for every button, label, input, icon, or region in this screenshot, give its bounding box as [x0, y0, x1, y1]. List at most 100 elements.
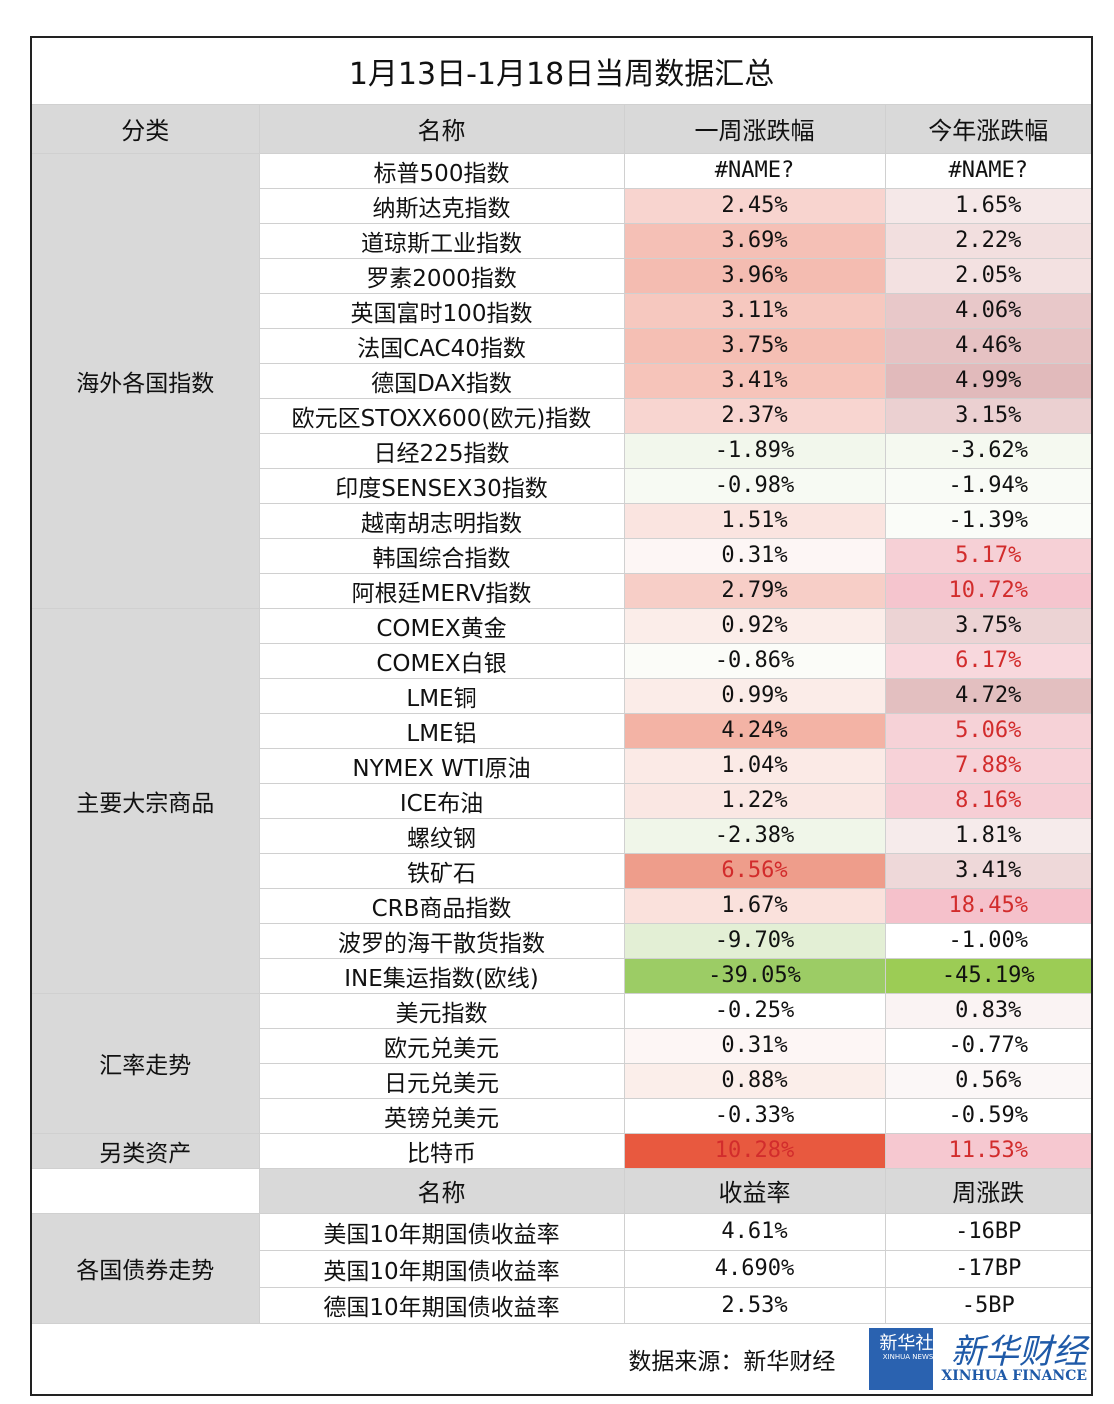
ytd-change: -45.19% [884, 957, 1093, 994]
item-name: COMEX黄金 [258, 607, 625, 644]
table-row: 印度SENSEX30指数 -0.98% -1.94% [31, 467, 1093, 504]
item-name: 比特币 [258, 1132, 625, 1169]
weekly-change: -1.89% [623, 432, 886, 469]
item-name: 日元兑美元 [258, 1062, 625, 1099]
weekly-change: 3.11% [623, 292, 886, 329]
bond-yield: 2.53% [623, 1286, 886, 1324]
table-row: 日经225指数 -1.89% -3.62% [31, 432, 1093, 469]
ytd-change: 4.72% [884, 677, 1093, 714]
table-row: 分类 名称 一周涨跌幅 今年涨跌幅 [30, 103, 1093, 154]
weekly-change: 1.22% [623, 782, 886, 819]
item-name: 标普500指数 [258, 152, 625, 189]
table-row: 日元兑美元 0.88% 0.56% [31, 1062, 1093, 1099]
ytd-change: -1.39% [884, 502, 1093, 539]
bond-name: 美国10年期国债收益率 [258, 1212, 625, 1251]
weekly-change: -0.86% [623, 642, 886, 679]
ytd-change: 1.65% [884, 187, 1093, 224]
bond-change: -16BP [884, 1212, 1093, 1251]
ytd-change: 5.06% [884, 712, 1093, 749]
bond-name: 德国10年期国债收益率 [258, 1286, 625, 1324]
ytd-change: 2.05% [884, 257, 1093, 294]
table-row: 另类资产 比特币 10.28% 11.53% [30, 1132, 1093, 1169]
ytd-change: -3.62% [884, 432, 1093, 469]
table-row: 主要大宗商品 COMEX黄金 0.92% 3.75% [30, 607, 1093, 994]
table-row: LME铝 4.24% 5.06% [31, 712, 1093, 749]
item-name: COMEX白银 [258, 642, 625, 679]
ytd-change: 6.17% [884, 642, 1093, 679]
weekly-change: 0.31% [623, 537, 886, 574]
ytd-change: 10.72% [884, 572, 1093, 609]
item-name: 英国富时100指数 [258, 292, 625, 329]
weekly-change: -0.25% [623, 992, 886, 1029]
item-name: NYMEX WTI原油 [258, 747, 625, 784]
table-row: 数据来源：新华财经 新华社 XINHUA NEWS 新华财经 XINHUA FINANC… [30, 1322, 1093, 1396]
table-row: NYMEX WTI原油 1.04% 7.88% [31, 747, 1093, 784]
group-label: 汇率走势 [30, 992, 260, 1134]
weekly-change: -39.05% [623, 957, 886, 994]
table-row: 德国10年期国债收益率 2.53% -5BP [31, 1286, 1093, 1324]
group-label: 各国债券走势 [30, 1212, 260, 1324]
table-row: 螺纹钢 -2.38% 1.81% [31, 817, 1093, 854]
logo-subtext: XINHUA NEWS [882, 1352, 934, 1361]
ytd-change: -1.00% [884, 922, 1093, 959]
weekly-change: 10.28% [623, 1132, 886, 1169]
item-name: 波罗的海干散货指数 [258, 922, 625, 959]
ytd-change: 7.88% [884, 747, 1093, 784]
table-row: ICE布油 1.22% 8.16% [31, 782, 1093, 819]
weekly-change: 2.45% [623, 187, 886, 224]
weekly-change: 6.56% [623, 852, 886, 889]
header-cell: 名称 [258, 1167, 625, 1214]
table-row: CRB商品指数 1.67% 18.45% [31, 887, 1093, 924]
weekly-change: -0.98% [623, 467, 886, 504]
logo-xinhua-news: 新华社 XINHUA NEWS [869, 1327, 934, 1390]
ytd-change: 2.22% [884, 222, 1093, 259]
table-row: 罗素2000指数 3.96% 2.05% [31, 257, 1093, 294]
weekly-change: #NAME? [623, 152, 886, 189]
header-cell: 名称 [258, 103, 625, 154]
item-name: 螺纹钢 [258, 817, 625, 854]
weekly-change: 0.99% [623, 677, 886, 714]
table-row: 1月13日-1月18日当周数据汇总 [30, 36, 1093, 105]
table-row: 海外各国指数 标普500指数 #NAME? #NAME? [30, 152, 1093, 609]
item-name: 越南胡志明指数 [258, 502, 625, 539]
weekly-change: 1.67% [623, 887, 886, 924]
item-name: 日经225指数 [258, 432, 625, 469]
bond-yield: 4.61% [623, 1212, 886, 1251]
ytd-change: 0.83% [884, 992, 1093, 1029]
ytd-change: 11.53% [884, 1132, 1093, 1169]
bond-change: -17BP [884, 1249, 1093, 1288]
item-name: 韩国综合指数 [258, 537, 625, 574]
header-cell: 一周涨跌幅 [623, 103, 886, 154]
item-name: 法国CAC40指数 [258, 327, 625, 364]
logo-xinhua-finance: 新华财经 XINHUA FINANCE [941, 1335, 1087, 1383]
table-row: 铁矿石 6.56% 3.41% [31, 852, 1093, 889]
item-name: LME铝 [258, 712, 625, 749]
ytd-change: 0.56% [884, 1062, 1093, 1099]
weekly-change: 3.69% [623, 222, 886, 259]
table-row: COMEX白银 -0.86% 6.17% [31, 642, 1093, 679]
weekly-change: -9.70% [623, 922, 886, 959]
header-cell: 收益率 [623, 1167, 886, 1214]
item-name: 罗素2000指数 [258, 257, 625, 294]
item-name: 纳斯达克指数 [258, 187, 625, 224]
ytd-change: 3.41% [884, 852, 1093, 889]
ytd-change: 3.75% [884, 607, 1093, 644]
bond-change: -5BP [884, 1286, 1093, 1324]
ytd-change: 18.45% [884, 887, 1093, 924]
item-name: 阿根廷MERV指数 [258, 572, 625, 609]
table-row: 阿根廷MERV指数 2.79% 10.72% [31, 572, 1093, 609]
weekly-change: 1.04% [623, 747, 886, 784]
table-row: INE集运指数(欧线) -39.05% -45.19% [31, 957, 1093, 994]
table-row: 各国债券走势 美国10年期国债收益率 4.61% -16BP [30, 1212, 1093, 1324]
bond-name: 英国10年期国债收益率 [258, 1249, 625, 1288]
group-label: 另类资产 [30, 1132, 260, 1169]
header-cell: 分类 [30, 103, 260, 154]
table-row: 英国富时100指数 3.11% 4.06% [31, 292, 1093, 329]
header-cell: 今年涨跌幅 [884, 103, 1093, 154]
table-title: 1月13日-1月18日当周数据汇总 [30, 36, 1093, 105]
footer: 数据来源：新华财经 新华社 XINHUA NEWS 新华财经 XINHUA FINANC… [30, 1322, 1093, 1396]
weekly-change: 3.96% [623, 257, 886, 294]
ytd-change: 4.46% [884, 327, 1093, 364]
table-row: 欧元区STOXX600(欧元)指数 2.37% 3.15% [31, 397, 1093, 434]
table-row: 波罗的海干散货指数 -9.70% -1.00% [31, 922, 1093, 959]
